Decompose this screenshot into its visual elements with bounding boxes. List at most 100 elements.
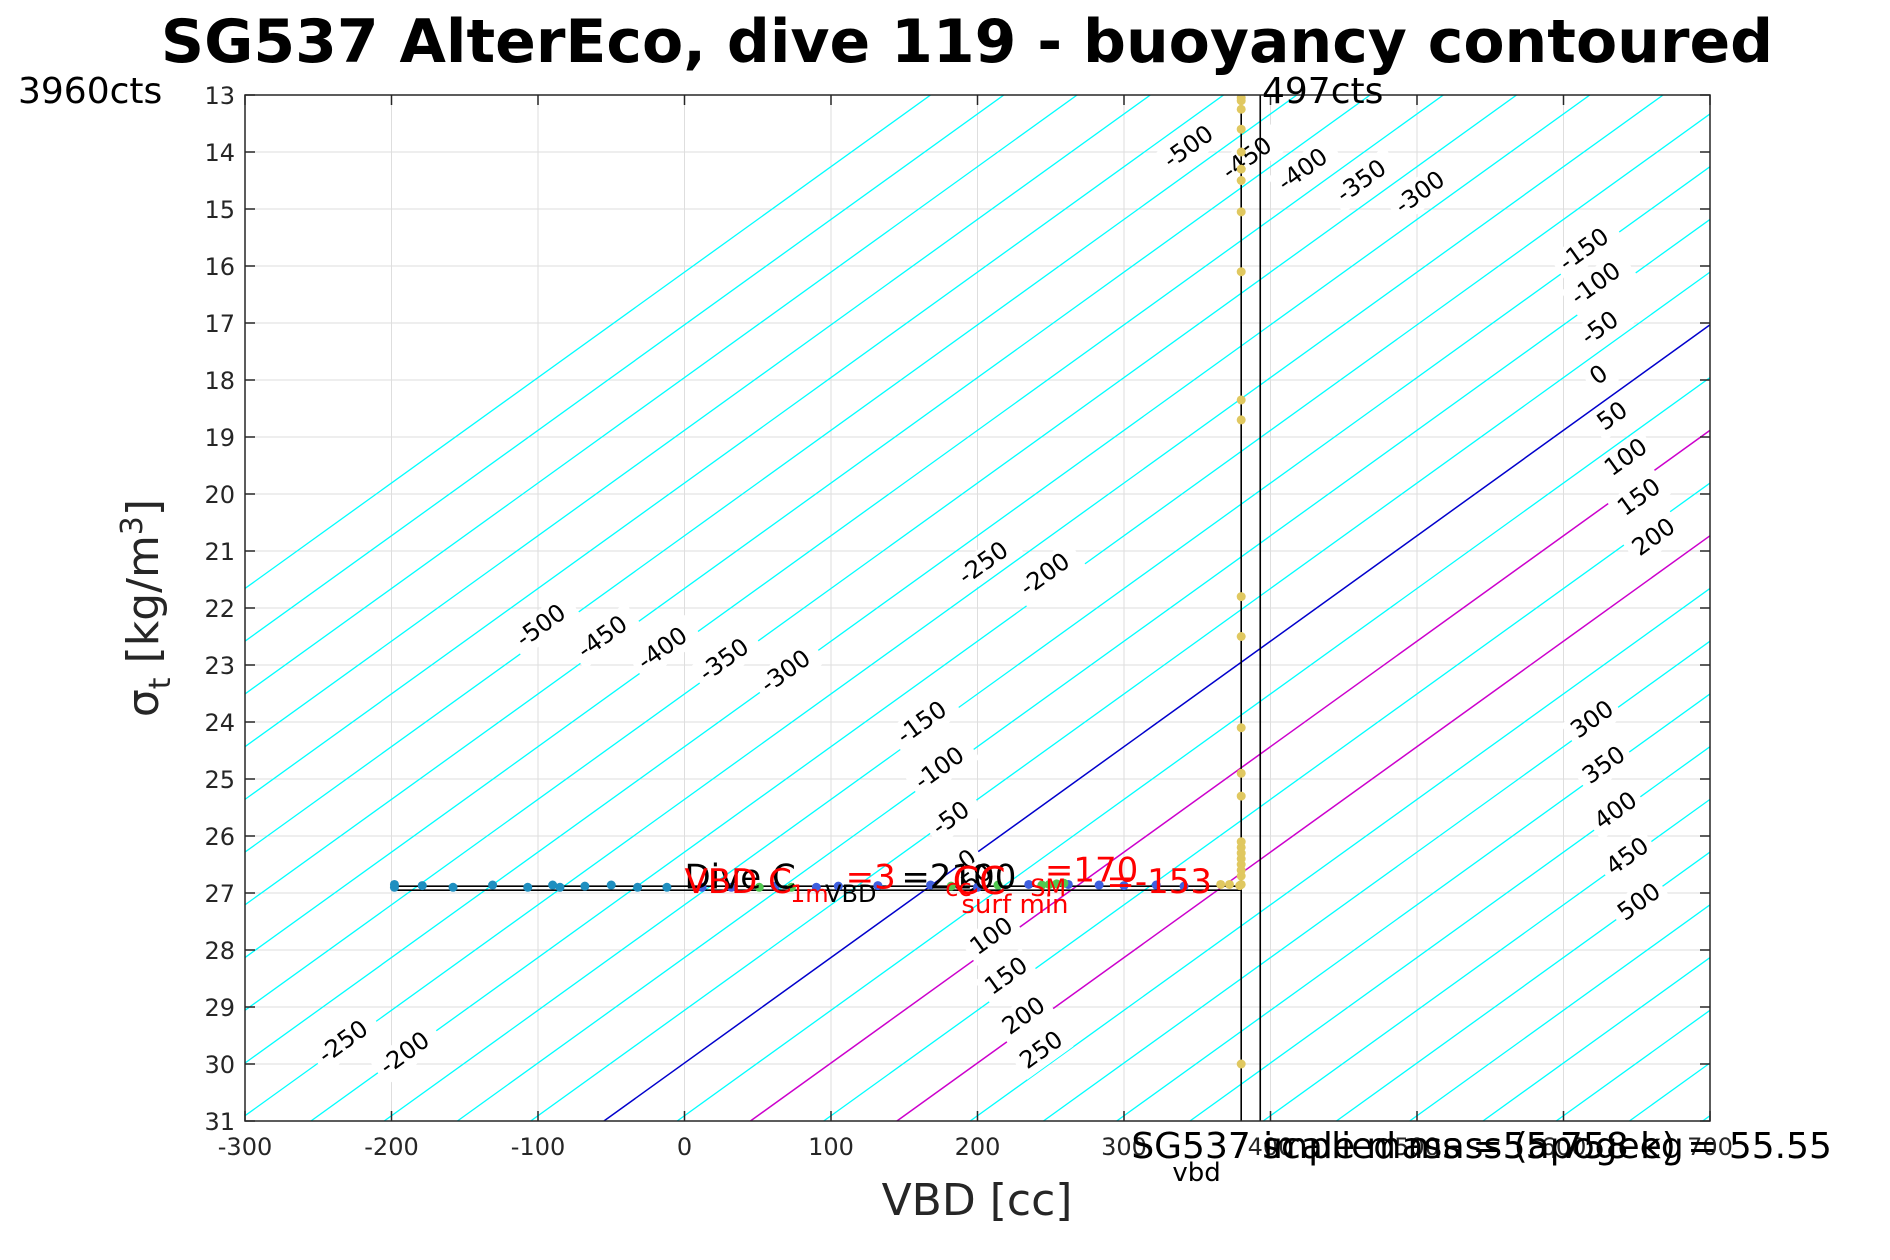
data-point bbox=[1236, 865, 1246, 875]
data-points bbox=[389, 95, 1246, 1069]
annotation-text: =2100 bbox=[901, 857, 1016, 897]
data-point bbox=[1024, 879, 1034, 889]
contour-line bbox=[310, 113, 1710, 1121]
data-point bbox=[1236, 164, 1246, 174]
contour-line bbox=[245, 95, 1225, 801]
contour-label-bg bbox=[1560, 691, 1625, 750]
contour-line bbox=[1776, 0, 1890, 1121]
data-point bbox=[1236, 124, 1246, 134]
y-tick-label: 17 bbox=[204, 310, 235, 338]
contour-line bbox=[245, 95, 1665, 1117]
x-tick-label: -200 bbox=[364, 1133, 418, 1161]
data-point bbox=[833, 881, 843, 891]
data-point bbox=[1052, 879, 1062, 889]
contour-label-bg bbox=[1267, 135, 1344, 202]
contour-label-bg bbox=[369, 1019, 446, 1086]
contour-label-bg bbox=[1009, 1022, 1074, 1080]
contour-line bbox=[749, 429, 1710, 1121]
contour-label-bg bbox=[1607, 873, 1672, 932]
annotation-text: =-153 bbox=[1106, 862, 1212, 902]
data-point bbox=[1044, 879, 1054, 889]
contour-line bbox=[1702, 1114, 1710, 1121]
data-point bbox=[488, 880, 498, 890]
y-tick-label: 19 bbox=[204, 424, 235, 452]
contour-label-bg bbox=[1607, 469, 1672, 527]
contour-line bbox=[245, 95, 1152, 748]
axis-ticks: -300 -200 -100 0 100 200 300 400 500 600 700 13 14 15… bbox=[204, 82, 1732, 1161]
contour-line bbox=[245, 95, 1005, 643]
y-tick-label: 26 bbox=[204, 823, 235, 851]
contour-label-bg bbox=[505, 591, 582, 658]
contour-label-bg bbox=[750, 637, 827, 704]
contour-label-bg bbox=[1594, 429, 1658, 487]
data-point bbox=[548, 880, 558, 890]
contour-label-bg bbox=[948, 528, 1025, 596]
contour-label-bg bbox=[627, 614, 704, 681]
data-point bbox=[811, 882, 821, 892]
contour-line bbox=[1043, 640, 1710, 1121]
y-tick-label: 21 bbox=[204, 538, 235, 566]
data-point bbox=[946, 881, 956, 891]
contour-line bbox=[245, 95, 1372, 906]
data-point bbox=[973, 882, 982, 892]
annotation-text: =3 bbox=[846, 857, 896, 897]
contour-label-bg bbox=[1560, 249, 1637, 316]
contour-label-bg bbox=[992, 987, 1056, 1046]
annotation-text: cc bbox=[945, 874, 971, 902]
y-tick-label: 20 bbox=[204, 481, 235, 509]
contour-label-bg bbox=[1548, 215, 1625, 282]
contour-line bbox=[530, 271, 1710, 1121]
y-tick-label: 30 bbox=[204, 1051, 235, 1079]
contour-line bbox=[969, 587, 1710, 1121]
data-point bbox=[1236, 415, 1246, 425]
contour-label-bg bbox=[1326, 146, 1403, 214]
data-point bbox=[633, 882, 643, 892]
svg-text:σt [kg/m3]: σt [kg/m3] bbox=[115, 499, 178, 717]
contour-line bbox=[896, 534, 1710, 1121]
data-point bbox=[873, 881, 883, 891]
data-point bbox=[389, 882, 399, 892]
contour-line bbox=[245, 95, 932, 590]
contour-label-bg bbox=[1570, 298, 1635, 356]
y-tick-label: 18 bbox=[204, 367, 235, 395]
annotation-text: =170 bbox=[1045, 851, 1138, 891]
annotation-text: SM bbox=[1030, 874, 1066, 902]
x-axis-label: VBD [cc] bbox=[882, 1175, 1073, 1226]
x-tick-label: 700 bbox=[1687, 1133, 1733, 1161]
contour-line bbox=[245, 95, 1445, 959]
data-point bbox=[1236, 1059, 1246, 1069]
contour-label-bg bbox=[959, 908, 1024, 966]
y-tick-label: 31 bbox=[204, 1108, 235, 1136]
annotation-text: 1m bbox=[790, 880, 829, 908]
y-tick-label: 28 bbox=[204, 937, 235, 965]
corner-label-top-right: 497cts bbox=[1262, 71, 1383, 112]
contour-label-bg bbox=[1009, 540, 1086, 607]
contour-line bbox=[245, 95, 1298, 853]
contour-line bbox=[383, 165, 1710, 1121]
corner-label-top-left: 3960cts bbox=[18, 71, 162, 112]
contour-label-bg bbox=[1621, 509, 1686, 567]
x-tick-label: 200 bbox=[955, 1133, 1001, 1161]
contour-label-bg bbox=[886, 688, 963, 755]
contour-line bbox=[1189, 745, 1710, 1121]
x-tick-label: 600 bbox=[1541, 1133, 1587, 1161]
contour-label-bg bbox=[974, 947, 1039, 1006]
contour-line bbox=[1262, 798, 1710, 1121]
contour-label-bg bbox=[567, 602, 644, 670]
data-point bbox=[1224, 879, 1234, 889]
annotation-text: CC bbox=[953, 859, 1006, 903]
contour-line bbox=[603, 323, 1710, 1121]
contour-line bbox=[245, 95, 1079, 695]
annotation-text: SG537 scale mass =55.758 kg bbox=[1131, 1126, 1683, 1167]
annotation-text: VBD bbox=[825, 880, 876, 908]
y-tick-label: 15 bbox=[204, 196, 235, 224]
data-point bbox=[606, 880, 616, 890]
data-point bbox=[1236, 791, 1246, 801]
y-tick-label: 29 bbox=[204, 994, 235, 1022]
annotation-text: Dive C bbox=[685, 857, 796, 897]
contour-label-bg bbox=[1579, 355, 1619, 396]
data-point bbox=[1119, 881, 1129, 891]
x-tick-label: 300 bbox=[1101, 1133, 1147, 1161]
